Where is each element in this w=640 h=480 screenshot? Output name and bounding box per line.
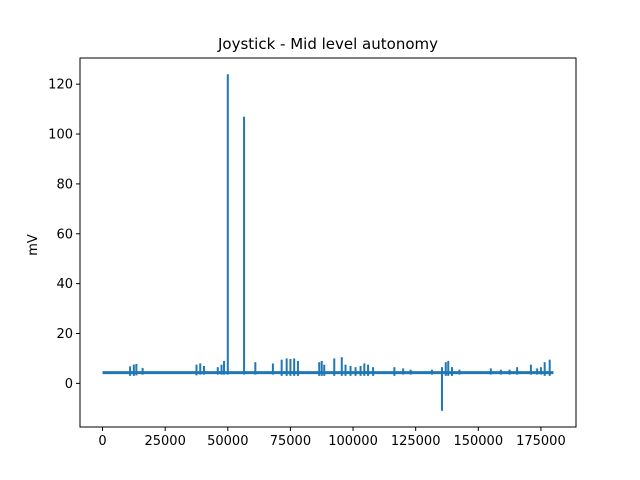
x-tick-label: 125000 [391,434,441,449]
y-tick-label: 60 [56,227,73,242]
y-tick-label: 100 [48,128,73,143]
x-tick-label: 100000 [328,434,378,449]
series-0 [102,74,554,411]
y-tick-label: 40 [56,277,73,292]
series-baseline-band [102,371,554,375]
x-tick-label: 150000 [453,434,503,449]
x-tick-label: 50000 [207,434,248,449]
y-axis-label: mV [26,234,41,256]
x-tick-label: 75000 [270,434,311,449]
x-tick-label: 175000 [516,434,566,449]
y-tick-label: 120 [48,78,73,93]
axis-ticks: 0 25000 50000 75000 100000 125000 150000 175000… [48,78,566,449]
chart-title: Joystick - Mid level autonomy [217,35,438,53]
x-tick-label: 0 [98,434,106,449]
y-tick-label: 0 [65,377,73,392]
y-tick-label: 20 [56,327,73,342]
y-tick-label: 80 [56,177,73,192]
plot-area [102,74,554,411]
axes-frame [79,57,577,428]
x-tick-label: 25000 [144,434,185,449]
